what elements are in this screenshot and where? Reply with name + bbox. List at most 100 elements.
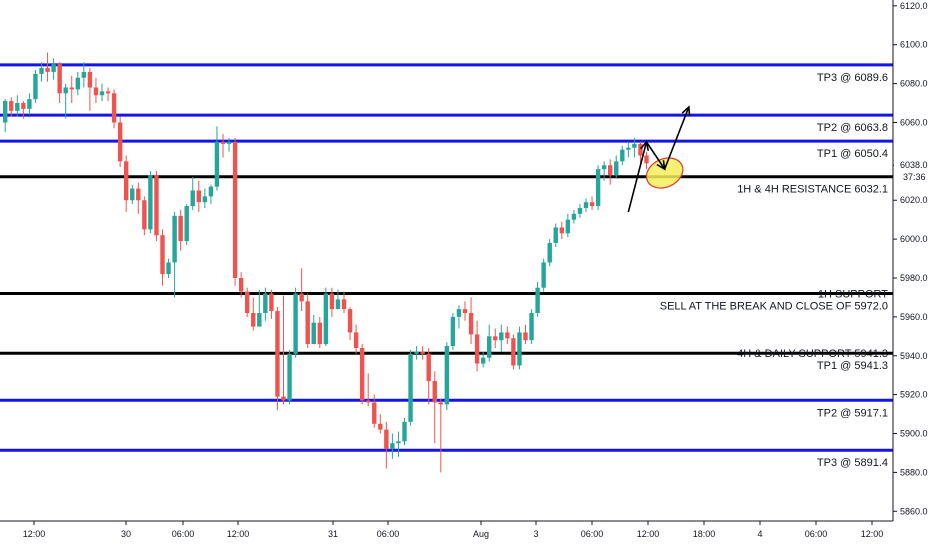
candle-body [456,309,462,317]
candle-body [487,336,492,358]
candle-body [15,103,20,111]
candle-28 [172,211,177,298]
candle-body [69,87,74,90]
candle-46 [281,295,286,405]
level-label: 1H SUPPORT [818,289,888,301]
candle-body [226,141,232,144]
candle-9 [57,62,62,104]
y-tick-label: 6000.0 [900,234,928,244]
candle-body [644,155,649,164]
candle-84 [511,334,516,370]
candle-14 [87,68,93,111]
y-tick-label: 6100.0 [900,40,928,50]
candle-body [27,99,32,109]
candle-94 [571,209,577,224]
candle-body [474,334,480,364]
candle-31 [190,176,195,210]
candle-39 [238,272,244,298]
candle-body [172,215,177,263]
y-tick-label: 5960.0 [900,312,928,322]
candle-72 [438,398,443,473]
candle-24 [148,171,153,234]
candle-body [208,186,214,197]
candle-body [620,149,625,162]
candle-106 [644,151,649,170]
level-label: 1H & 4H RESISTANCE 6032.1 [737,184,888,196]
candle-body [408,353,413,422]
candle-body [359,347,365,401]
candle-99 [601,161,607,181]
x-tick-label: 18:00 [693,529,716,539]
candle-35 [214,126,220,191]
candle-60 [366,373,371,407]
candle-body [323,293,329,345]
candle-body [559,227,564,234]
candle-body [9,101,14,111]
candle-body [63,87,68,94]
candle-body [275,311,280,397]
candle-12 [75,71,80,96]
candle-17 [105,87,111,102]
candle-86 [523,324,528,345]
candle-102 [620,145,625,166]
countdown-label: 37:36 [903,172,926,182]
candle-58 [353,324,359,354]
level-labels-layer: TP3 @ 6089.6 TP2 @ 6063.8 TP1 @ 6050.4 1H &… [660,72,889,469]
candle-body [523,332,528,341]
candle-body [372,402,377,424]
candle-body [190,190,195,207]
candle-33 [202,188,208,209]
candle-32 [196,180,201,212]
candle-49 [299,268,304,312]
x-tick-label: 31 [328,529,338,539]
candle-105 [638,141,643,166]
candle-63 [384,421,389,469]
candle-body [93,87,99,96]
candle-64 [390,433,395,459]
candle-body [245,291,250,313]
candle-body [347,309,353,333]
candle-69 [420,346,425,360]
candle-body [99,91,105,96]
candle-body [311,322,316,345]
candle-51 [311,314,316,345]
candle-body [335,299,341,310]
candle-body [117,122,123,162]
candle-54 [329,287,335,317]
candle-body [299,293,304,302]
y-tick-label: 5860.0 [900,506,928,516]
level-label: TP2 @ 5917.1 [817,407,888,419]
candle-87 [529,309,534,345]
candle-body [511,338,516,366]
level-label: TP1 @ 6050.4 [817,148,888,160]
candle-36 [220,134,226,158]
candle-55 [335,289,341,310]
level-label: TP3 @ 5891.4 [817,457,888,469]
candle-body [378,423,383,430]
candle-body [390,443,395,450]
candle-81 [493,328,498,348]
candle-90 [547,239,552,267]
candle-body [21,103,26,109]
candle-18 [111,89,117,129]
candle-100 [608,159,613,185]
x-tick-label: 4 [757,529,762,539]
candle-body [105,91,111,94]
candle-101 [614,155,619,179]
candle-body [202,196,208,203]
candle-body [541,262,546,288]
x-tick-label: 12:00 [861,529,884,539]
candle-body [238,277,244,292]
candle-56 [341,291,347,313]
candle-0 [3,99,8,133]
candle-98 [595,165,601,210]
candle-body [57,64,62,94]
candle-30 [184,204,189,245]
candle-70 [426,347,431,405]
candle-27 [166,258,171,278]
x-tick-label: 06:00 [805,529,828,539]
candle-body [287,353,292,401]
candle-43 [263,287,268,321]
